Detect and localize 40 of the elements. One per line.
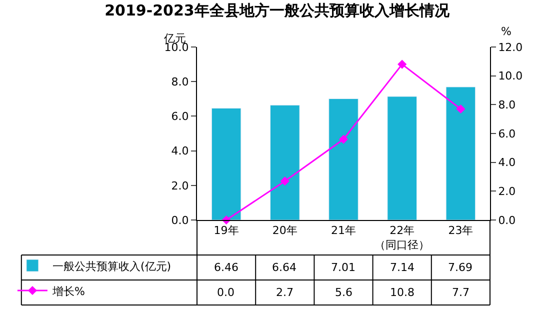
bar xyxy=(270,104,300,220)
legend-label: 一般公共预算收入(亿元) xyxy=(52,260,172,273)
x-tick-label: 23年 xyxy=(448,224,474,238)
data-label: 7.7 xyxy=(452,286,470,299)
chart-title: 2019-2023年全县地方一般公共预算收入增长情况 xyxy=(104,1,450,20)
data-label: 7.01 xyxy=(331,261,356,274)
bar xyxy=(446,86,476,220)
y2-tick-label: 4.0 xyxy=(498,156,516,170)
y-tick-label: 0.0 xyxy=(171,214,189,227)
data-label: 0.0 xyxy=(217,286,234,299)
x-tick-label: 20年 xyxy=(272,224,298,238)
y2-tick-label: 12.0 xyxy=(498,40,523,54)
y2-tick-label: 0.0 xyxy=(498,214,516,227)
x-tick-label: 22年（同口径） xyxy=(374,224,430,252)
data-label: 6.46 xyxy=(214,261,238,274)
x-tick-label: 21年 xyxy=(331,224,356,238)
y2-tick-label: 6.0 xyxy=(498,127,516,140)
y-tick-label: 4.0 xyxy=(171,144,189,158)
bar xyxy=(387,96,417,220)
point xyxy=(456,104,466,114)
y2-tick-label: 10.0 xyxy=(498,70,523,83)
data-label: 10.8 xyxy=(390,286,414,299)
y2-tick-label: 8.0 xyxy=(498,98,516,112)
point xyxy=(338,134,348,144)
y-tick-label: 2.0 xyxy=(171,179,189,192)
point xyxy=(398,60,407,69)
data-label: 2.7 xyxy=(276,286,294,299)
data-label: 6.64 xyxy=(272,261,296,274)
x-tick-label: 19年 xyxy=(214,224,239,238)
data-label: 5.6 xyxy=(335,286,352,299)
y-tick-label: 6.0 xyxy=(171,110,189,124)
y2-tick-label: 2.0 xyxy=(498,185,516,198)
data-label: 7.69 xyxy=(448,261,472,274)
data-label: 7.14 xyxy=(390,261,414,274)
bar xyxy=(211,108,242,220)
y-tick-label: 8.0 xyxy=(171,75,189,88)
y2-axis-title: % xyxy=(501,25,512,38)
bar xyxy=(328,98,358,220)
legend-label: 增长% xyxy=(51,284,85,298)
point xyxy=(280,176,290,186)
